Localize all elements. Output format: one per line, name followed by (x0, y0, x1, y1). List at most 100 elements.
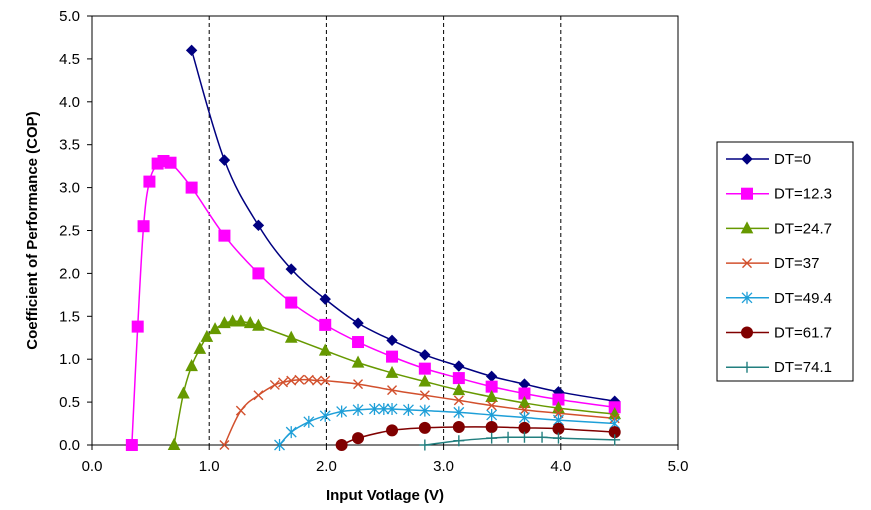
legend-item: DT=12.3 (726, 186, 832, 203)
data-point (518, 421, 531, 434)
x-tick-label: 5.0 (668, 458, 689, 475)
legend-item: DT=37 (726, 255, 819, 272)
data-point (285, 263, 297, 275)
series-points-3 (219, 374, 620, 450)
data-point (609, 434, 621, 446)
data-point (386, 334, 398, 347)
legend-item: DT=74.1 (726, 359, 832, 376)
data-point (385, 365, 399, 378)
legend: DT=0 DT=12.3 DT=24.7 DT=37 DT=49.4 DT=61.7 DT=… (716, 141, 854, 382)
data-point (131, 320, 144, 333)
data-point (164, 156, 177, 169)
data-point (234, 314, 248, 327)
data-point (402, 403, 414, 416)
data-point (486, 432, 498, 444)
series-points-5 (335, 420, 621, 451)
data-point (485, 420, 498, 433)
data-point (252, 219, 265, 232)
data-point (143, 175, 156, 188)
data-point (419, 349, 431, 361)
legend-label: DT=37 (774, 255, 819, 272)
data-point (320, 375, 331, 386)
data-point (352, 432, 365, 445)
data-point (303, 374, 314, 385)
series-points-2 (167, 314, 622, 450)
y-tick-label: 1.5 (59, 308, 80, 325)
x-tick-label: 2.0 (316, 458, 337, 475)
data-point (419, 439, 431, 451)
y-tick-label: 5.0 (59, 8, 80, 25)
data-point (252, 318, 265, 331)
y-tick-label: 4.0 (59, 94, 80, 111)
data-point (285, 426, 297, 439)
legend-marker (742, 258, 752, 269)
data-point (518, 431, 530, 443)
data-point (335, 439, 348, 451)
data-point (185, 44, 198, 57)
series-line-6 (424, 436, 615, 446)
data-point (386, 402, 398, 415)
x-axis-title: Input Votlage (V) (326, 487, 444, 504)
data-point (235, 405, 246, 416)
data-point (519, 404, 530, 415)
data-point (218, 154, 231, 166)
data-point (453, 435, 465, 447)
data-point (185, 181, 198, 194)
data-point (452, 420, 465, 433)
legend-box (716, 141, 854, 382)
data-point (218, 229, 231, 242)
data-point (285, 296, 298, 309)
axis-ticks: 0.0 1.0 2.0 3.0 4.0 5.0 0.0 0.5 1.0 1.5 2.0 2.5 3.0 3… (59, 8, 688, 475)
data-point (387, 385, 398, 396)
x-tick-label: 3.0 (433, 458, 454, 475)
legend-label: DT=24.7 (774, 220, 832, 237)
data-point (351, 355, 365, 368)
series-points-1 (125, 155, 621, 451)
data-point (453, 395, 464, 406)
data-point (137, 220, 150, 233)
series-markers (125, 44, 622, 451)
legend-label: DT=61.7 (774, 325, 832, 342)
data-point (185, 358, 198, 372)
data-point (485, 389, 498, 402)
data-point (418, 374, 432, 387)
legend-marker (741, 361, 753, 373)
y-tick-label: 3.0 (59, 180, 80, 197)
data-point (552, 422, 565, 435)
data-point (286, 375, 297, 386)
data-point (386, 424, 399, 437)
data-point (502, 431, 514, 443)
data-point (418, 362, 431, 375)
data-point (552, 432, 564, 444)
data-point (243, 316, 257, 329)
data-point (226, 314, 239, 327)
series-line-4 (278, 408, 615, 446)
data-point (167, 437, 181, 450)
legend-label: DT=74.1 (774, 359, 832, 376)
legend-label: DT=0 (774, 151, 811, 168)
data-point (312, 375, 323, 386)
series-line-5 (341, 426, 615, 446)
x-tick-label: 1.0 (199, 458, 220, 475)
legend-item: DT=24.7 (726, 220, 832, 237)
legend-item: DT=61.7 (726, 325, 832, 342)
data-point (518, 395, 531, 408)
data-point (193, 341, 207, 354)
data-point (303, 415, 315, 428)
y-tick-label: 2.5 (59, 223, 80, 240)
y-tick-label: 2.0 (59, 265, 80, 282)
y-tick-label: 4.5 (59, 51, 80, 68)
data-point (485, 370, 498, 383)
data-point (386, 350, 399, 363)
legend-marker (741, 326, 753, 339)
data-point (378, 402, 390, 415)
data-point (453, 406, 465, 419)
series-line-1 (131, 159, 615, 446)
legend-marker (741, 153, 753, 165)
y-tick-label: 0.5 (59, 394, 80, 411)
data-point (208, 322, 222, 335)
data-point (200, 329, 214, 342)
data-point (219, 440, 230, 450)
data-point (519, 411, 530, 424)
